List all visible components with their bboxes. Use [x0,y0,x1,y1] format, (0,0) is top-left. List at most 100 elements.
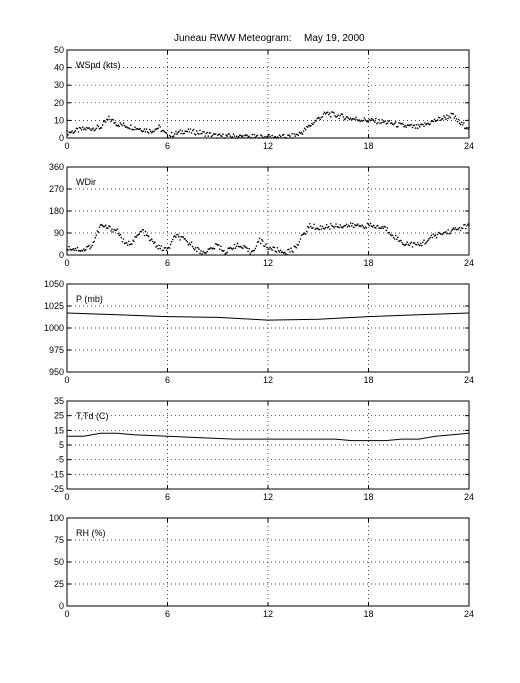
data-point [457,118,460,121]
data-point [192,128,195,131]
data-point [429,236,432,239]
data-point [210,135,213,138]
data-point [402,243,404,246]
data-point [318,117,321,119]
data-point [104,224,107,226]
data-point [170,240,173,243]
data-point [366,222,369,225]
data-point [130,124,132,126]
data-point [333,112,335,114]
data-point [348,225,351,228]
data-point [445,231,447,233]
data-point [93,240,95,243]
data-point [175,236,177,238]
data-point [156,128,158,130]
data-point [421,244,423,247]
data-point [196,130,198,132]
data-point [243,137,245,139]
data-point [96,124,99,126]
data-point [374,121,376,123]
data-point [307,126,309,128]
data-point [155,246,157,248]
data-point [229,246,232,249]
data-point [424,243,426,245]
data-point [159,247,161,250]
data-point [293,133,296,135]
data-point [292,251,294,253]
data-point [249,253,251,255]
data-point [115,124,117,126]
data-point [210,247,213,249]
data-point [144,130,147,133]
data-point [233,243,236,246]
x-tick-label: 18 [363,375,373,385]
data-point [313,121,315,124]
data-point [347,117,350,120]
data-point [202,250,204,253]
y-tick-label: -15 [51,469,64,479]
data-point [115,229,117,232]
data-point [143,128,146,130]
data-point [256,241,259,244]
data-point [151,131,153,134]
y-tick-label: 950 [49,367,64,377]
data-point [90,246,92,248]
data-point [393,238,396,240]
data-point [370,117,373,120]
data-point [450,230,453,232]
data-point [76,128,79,130]
data-point [107,227,109,229]
data-point [321,225,324,228]
data-point [79,250,82,253]
data-point [346,116,349,118]
x-tick-label: 6 [165,375,170,385]
data-point [308,226,310,229]
data-point [304,128,307,131]
data-point [170,131,173,134]
data-point [413,242,416,244]
data-point [152,240,154,243]
data-point [464,223,466,226]
data-point [85,248,87,251]
data-point [453,228,456,231]
data-point [84,249,86,252]
data-point [92,127,94,129]
data-point [368,118,371,121]
data-point [268,248,270,250]
data-point [86,126,88,129]
data-point [463,122,465,124]
data-point [368,224,371,227]
data-point [197,246,199,249]
data-point [298,131,301,134]
data-point [284,251,286,254]
data-point [291,133,293,135]
data-point [359,120,361,123]
data-point [303,127,306,130]
data-point [139,127,142,130]
data-point [253,133,256,136]
data-point [363,227,366,230]
x-tick-label: 24 [464,609,474,619]
data-point [413,124,416,126]
data-point [266,136,268,138]
data-point [361,224,364,227]
data-point [392,236,395,239]
data-point [291,250,293,252]
data-point [362,226,365,228]
data-point [425,241,427,244]
data-point [282,252,285,254]
data-point [221,135,223,138]
y-tick-label: 100 [49,513,64,523]
data-point [121,124,124,127]
data-point [160,245,162,247]
data-point [145,128,148,130]
data-point [449,116,452,119]
data-point [365,227,368,229]
y-tick-label: 50 [54,45,64,55]
data-point [432,233,435,235]
data-point [266,246,268,249]
data-point [187,243,190,246]
panel-label: T,Td (C) [76,411,109,421]
data-point [300,131,303,134]
data-point [174,133,176,135]
